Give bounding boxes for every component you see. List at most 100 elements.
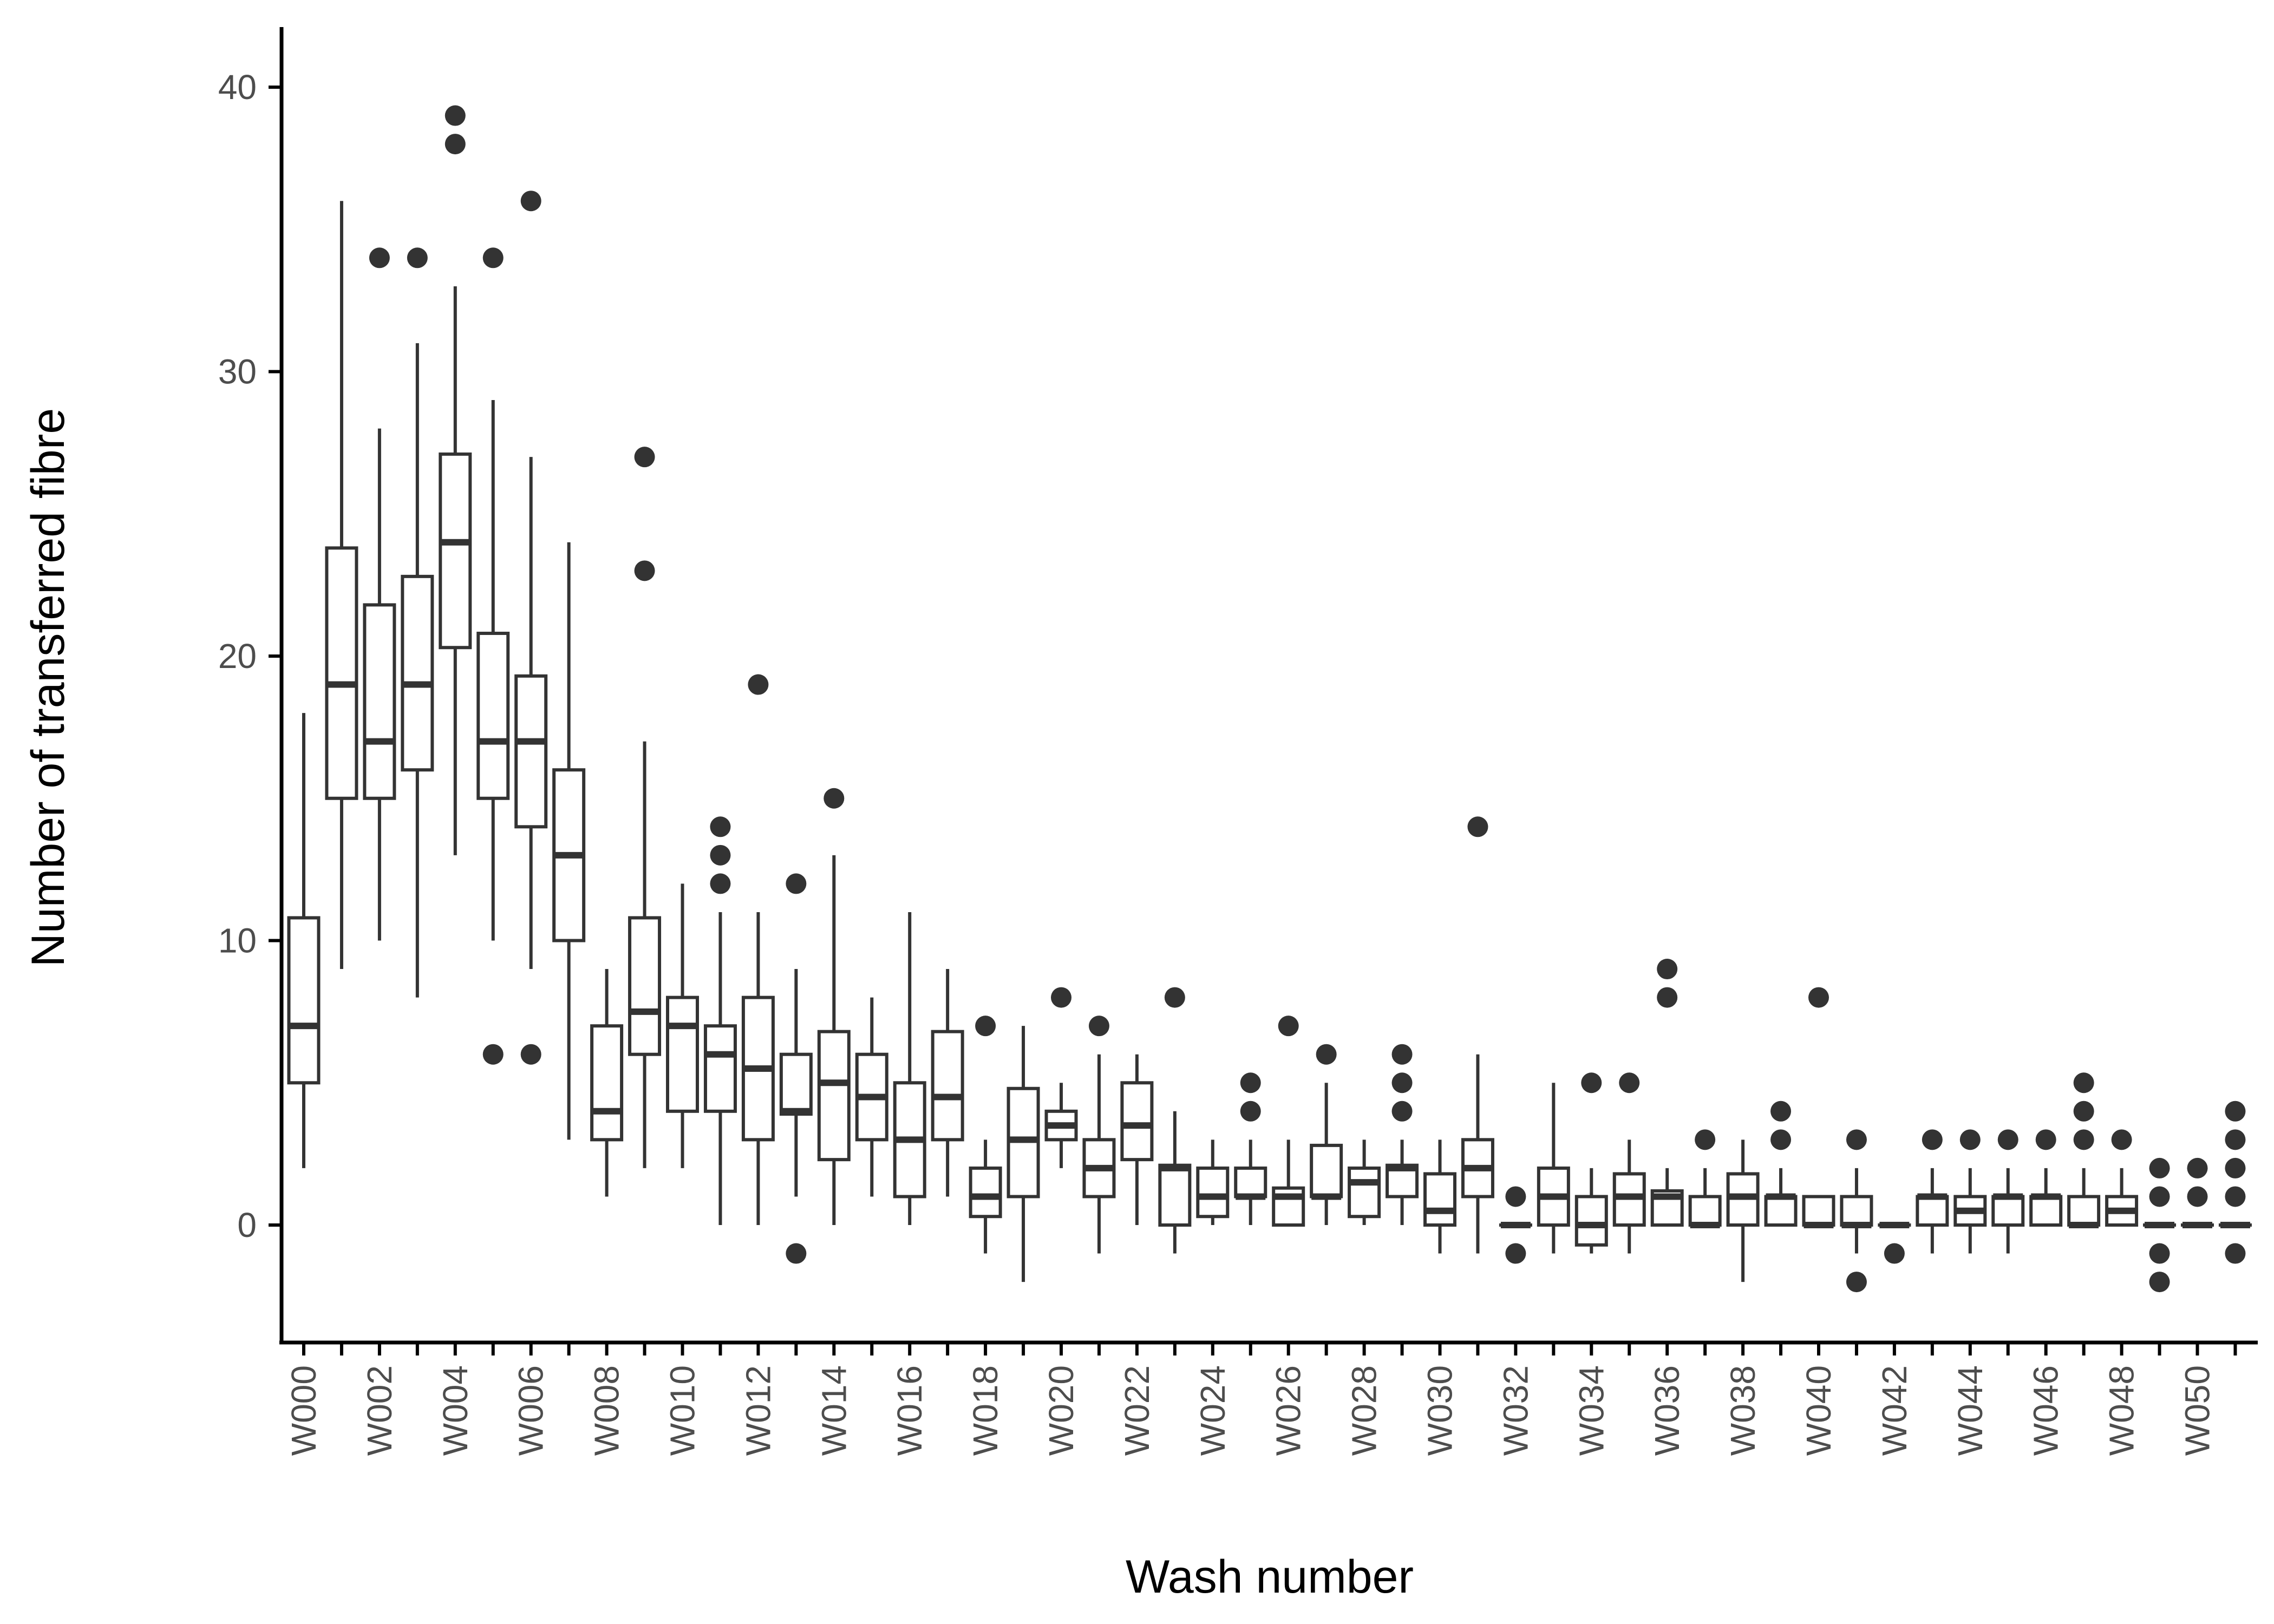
y-tick-label: 40 <box>218 68 257 107</box>
box-iqr <box>1158 1163 1192 1227</box>
outlier-point <box>748 674 769 695</box>
outlier-point <box>1164 987 1185 1008</box>
box-W034 <box>1574 1072 1608 1254</box>
box-W042 <box>1878 1222 1911 1264</box>
box-W033 <box>1537 1083 1570 1254</box>
outlier-point <box>2225 1243 2246 1264</box>
outlier-point <box>1391 1044 1413 1065</box>
y-tick-label: 0 <box>237 1206 257 1245</box>
x-axis-ticks: W000 W002 W004 W006 W008 W010 W012 W014 W016 W018… <box>284 1343 2237 1456</box>
outlier-point <box>710 816 731 837</box>
x-tick-label: W040 <box>1799 1365 1838 1456</box>
outlier-point <box>445 105 466 126</box>
outlier-point <box>786 1243 807 1264</box>
y-tick-label: 20 <box>218 637 257 676</box>
box-W009 <box>628 447 662 1168</box>
outlier-point <box>1088 1016 1109 1037</box>
box-iqr <box>439 452 472 650</box>
x-tick-label: W042 <box>1875 1365 1914 1456</box>
outlier-point <box>369 247 390 269</box>
x-tick-label: W032 <box>1496 1365 1535 1456</box>
box-W007 <box>552 542 586 1140</box>
outlier-point <box>1391 1072 1413 1093</box>
outlier-point <box>1657 987 1678 1008</box>
outlier-point <box>2225 1129 2246 1150</box>
outlier-point <box>2187 1186 2208 1207</box>
outlier-point <box>1240 1072 1261 1093</box>
box-iqr <box>514 674 548 829</box>
box-W022 <box>1120 1054 1154 1225</box>
x-tick-label: W006 <box>512 1365 551 1456</box>
y-axis-ticks: 0 10 20 30 40 <box>218 68 282 1245</box>
box-W028 <box>1348 1140 1381 1225</box>
box-W026 <box>1272 1016 1305 1227</box>
outlier-point <box>1657 959 1678 980</box>
box-iqr <box>1764 1195 1798 1227</box>
box-W018 <box>969 1016 1002 1254</box>
box-W041 <box>1840 1129 1873 1293</box>
x-tick-label: W050 <box>2178 1365 2217 1456</box>
x-tick-label: W038 <box>1723 1365 1762 1456</box>
outlier-point <box>482 1044 504 1065</box>
outlier-point <box>2225 1157 2246 1178</box>
box-iqr <box>287 916 321 1085</box>
box-W044 <box>1953 1129 1987 1254</box>
x-tick-label: W028 <box>1345 1365 1384 1456</box>
box-iqr <box>1840 1195 1873 1227</box>
outlier-point <box>2073 1129 2094 1150</box>
box-W051 <box>2218 1101 2252 1264</box>
outlier-point <box>482 247 504 269</box>
box-iqr <box>1120 1081 1154 1162</box>
x-tick-label: W008 <box>587 1365 626 1456</box>
box-W019 <box>1007 1026 1040 1282</box>
box-W002 <box>363 247 396 941</box>
box-W017 <box>931 969 964 1197</box>
x-tick-label: W020 <box>1042 1365 1081 1456</box>
box-W015 <box>855 997 888 1197</box>
outlier-point <box>1051 987 1071 1008</box>
outlier-point <box>2225 1101 2246 1122</box>
x-tick-label: W048 <box>2102 1365 2141 1456</box>
box-W035 <box>1612 1072 1646 1254</box>
x-tick-label: W002 <box>360 1365 399 1456</box>
box-W043 <box>1916 1129 1949 1254</box>
box-W008 <box>590 969 624 1197</box>
outlier-point <box>1959 1129 1981 1150</box>
outlier-point <box>2149 1157 2170 1178</box>
outlier-point <box>1846 1272 1867 1293</box>
x-tick-label: W004 <box>436 1365 475 1456</box>
outlier-point <box>520 1044 541 1065</box>
box-W016 <box>893 912 926 1225</box>
x-tick-label: W016 <box>890 1365 929 1456</box>
outlier-point <box>1278 1016 1299 1037</box>
outlier-point <box>710 844 731 866</box>
box-W046 <box>2029 1129 2063 1227</box>
box-W045 <box>1991 1129 2025 1254</box>
box-W031 <box>1461 816 1494 1254</box>
outlier-point <box>2073 1072 2094 1093</box>
box-iqr <box>628 916 662 1056</box>
outlier-point <box>824 788 845 809</box>
box-W005 <box>476 247 510 1065</box>
box-iqr <box>590 1024 624 1142</box>
outlier-point <box>407 247 428 269</box>
outlier-point <box>786 873 807 894</box>
outlier-point <box>2035 1129 2056 1150</box>
outlier-point <box>1619 1072 1640 1093</box>
x-tick-label: W026 <box>1269 1365 1308 1456</box>
x-axis-title: Wash number <box>1126 1551 1414 1603</box>
outlier-point <box>710 873 731 894</box>
outlier-point <box>1922 1129 1943 1150</box>
box-iqr <box>1234 1166 1267 1199</box>
box-iqr <box>1991 1195 2025 1227</box>
x-tick-label: W010 <box>663 1365 702 1456</box>
box-iqr <box>1310 1143 1343 1199</box>
box-W049 <box>2143 1157 2177 1293</box>
outlier-point <box>1391 1101 1413 1122</box>
box-W006 <box>514 191 548 1065</box>
x-tick-label: W022 <box>1118 1365 1156 1456</box>
outlier-point <box>634 447 655 468</box>
x-tick-label: W000 <box>284 1365 323 1456</box>
box-W000 <box>287 713 321 1168</box>
